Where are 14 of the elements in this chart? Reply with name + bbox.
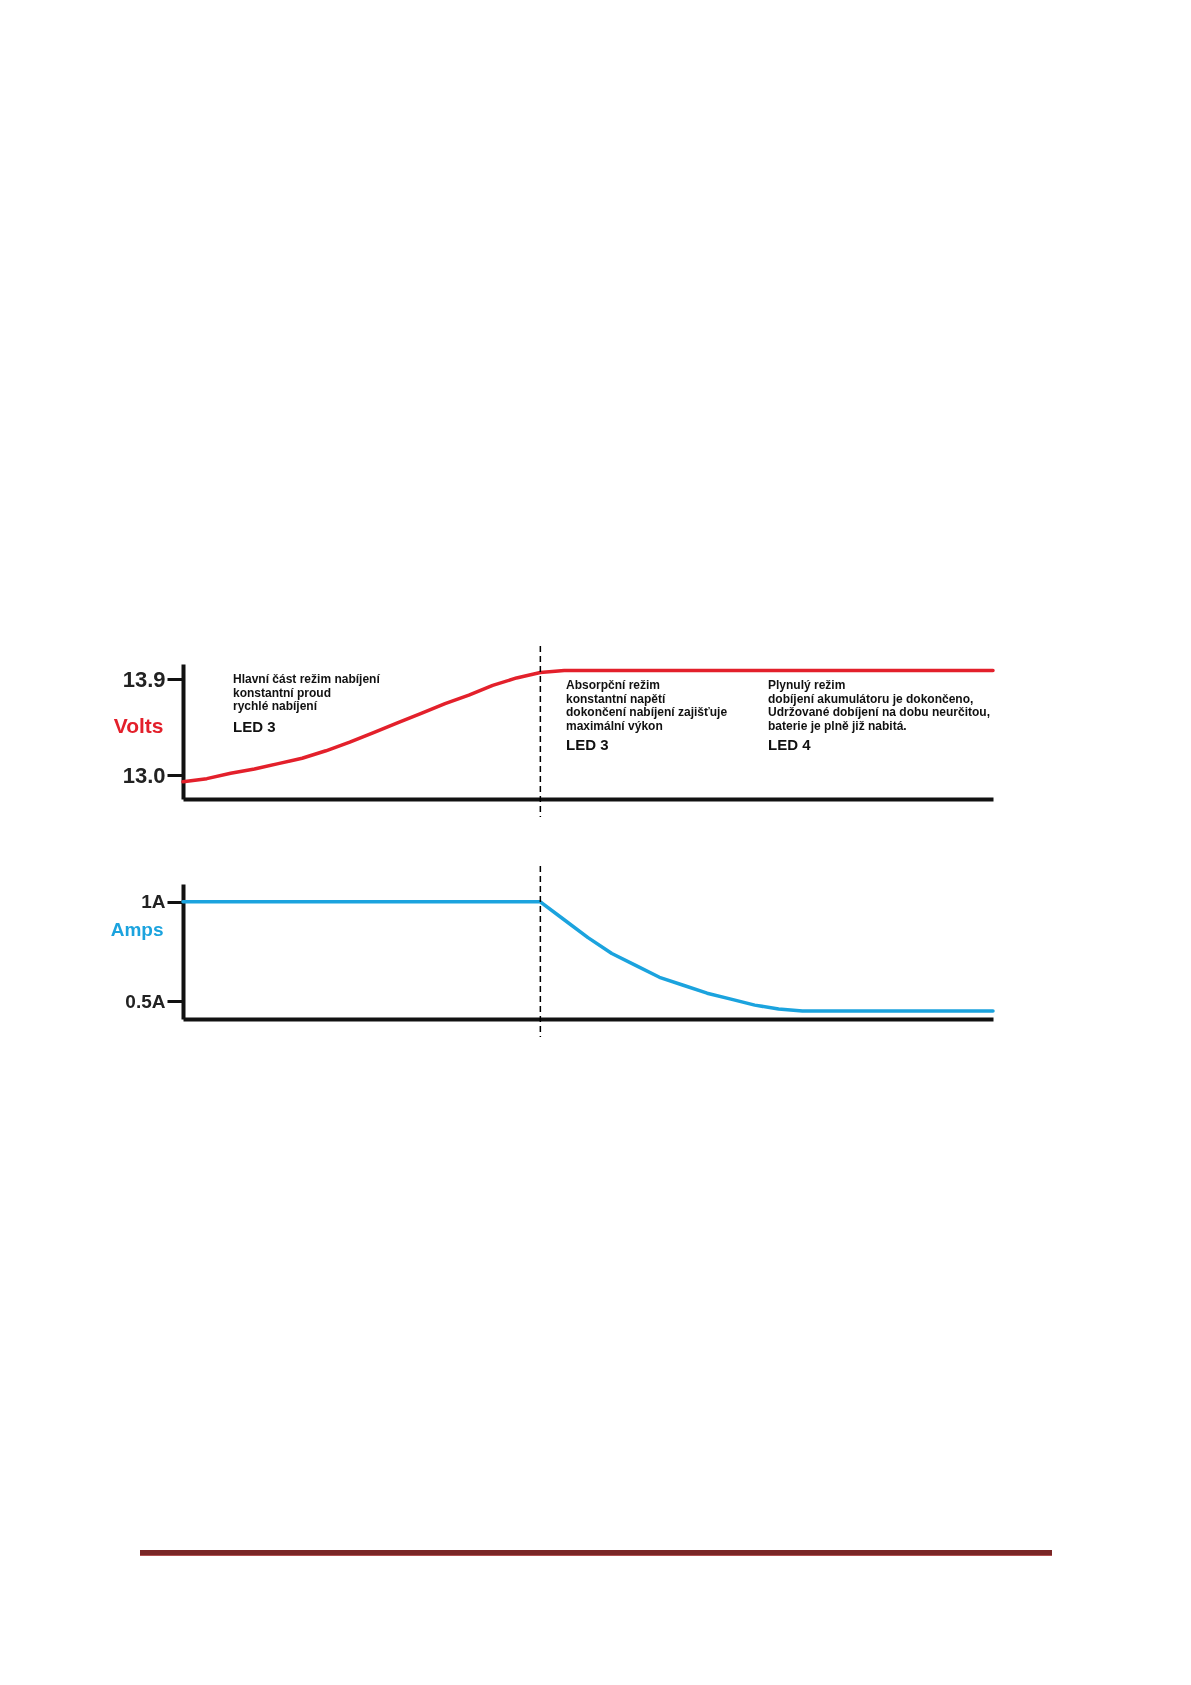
annotation: Hlavní část režim nabíjení konstantní proud rychlé nabíjení [233,672,381,713]
annotation: LED 3 [566,736,609,753]
annotation: Plynulý režim dobíjení akumulátoru je dokončeno, Udržované dobíjení na dobu neurčitou, baterie je plně již nabitá. [768,678,991,733]
annotation: LED 4 [768,736,812,753]
y-tick-label: 13.0 [122,762,166,788]
annotation: LED 3 [233,718,276,735]
y-axis-title: Volts [113,713,164,737]
y-axis-title: Amps [110,918,164,940]
y-tick-label: 13.9 [122,666,166,692]
y-tick-label: 1A [141,891,166,913]
line-series [181,900,995,1013]
annotation: Absorpční režim konstantní napětí dokončení nabíjení zajišťuje maximální výkon [566,678,728,733]
y-tick-label: 0.5A [125,990,166,1012]
line-series [181,668,995,784]
